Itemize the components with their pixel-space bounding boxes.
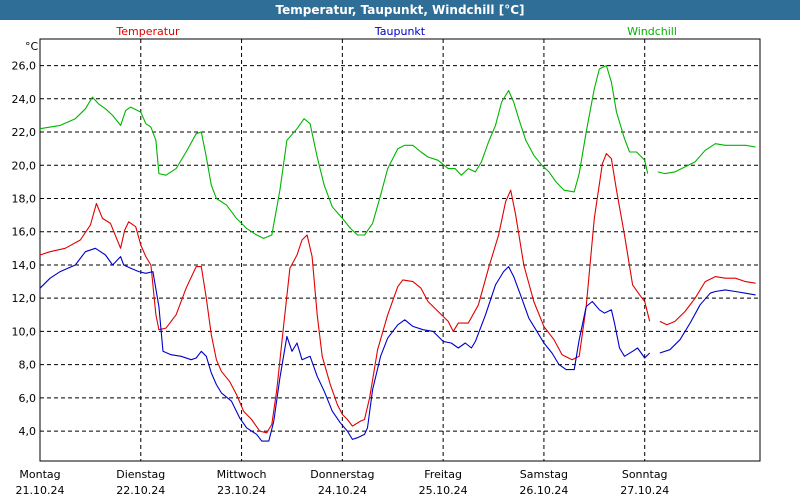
x-tick-day: Sonntag <box>622 468 668 481</box>
series-line-windchill <box>657 143 756 175</box>
series-line-temperatur <box>39 153 651 434</box>
series-line-taupunkt <box>39 247 651 442</box>
x-tick-day: Mittwoch <box>217 468 267 481</box>
y-tick-label: 6,0 <box>19 392 37 405</box>
x-tick-day: Donnerstag <box>310 468 374 481</box>
series-line-temperatur <box>659 276 756 326</box>
y-tick-label: 20,0 <box>12 159 37 172</box>
x-tick-date: 27.10.24 <box>620 484 669 497</box>
y-tick-label: 24,0 <box>12 93 37 106</box>
y-tick-label: 26,0 <box>12 60 37 73</box>
legend-taupunkt: Taupunkt <box>374 25 426 38</box>
x-tick-date: 25.10.24 <box>419 484 468 497</box>
y-tick-label: 16,0 <box>12 226 37 239</box>
axis-ticks: 4,0 6,0 8,0 10,0 12,0 14,0 16,0 18,0 20,0 22,0 24,… <box>12 60 670 497</box>
x-tick-day: Freitag <box>424 468 462 481</box>
series-line-taupunkt <box>659 289 756 354</box>
gridlines <box>40 39 760 461</box>
series-line-windchill <box>39 65 649 239</box>
x-tick-date: 23.10.24 <box>217 484 266 497</box>
x-tick-date: 24.10.24 <box>318 484 367 497</box>
y-tick-label: 12,0 <box>12 292 37 305</box>
x-tick-day: Samstag <box>520 468 568 481</box>
x-tick-day: Dienstag <box>116 468 165 481</box>
legend-windchill: Windchill <box>627 25 677 38</box>
y-tick-label: 8,0 <box>19 359 37 372</box>
chart-title: Temperatur, Taupunkt, Windchill [°C] <box>0 0 800 20</box>
x-tick-date: 21.10.24 <box>16 484 65 497</box>
y-axis-unit-label: °C <box>25 40 39 53</box>
y-tick-label: 10,0 <box>12 325 37 338</box>
x-tick-day: Montag <box>19 468 60 481</box>
x-tick-date: 22.10.24 <box>116 484 165 497</box>
y-tick-label: 22,0 <box>12 126 37 139</box>
y-tick-label: 14,0 <box>12 259 37 272</box>
legend-temperatur: Temperatur <box>115 25 180 38</box>
series-lines <box>39 65 756 442</box>
plot-frame <box>39 38 761 462</box>
chart-area: 4,0 6,0 8,0 10,0 12,0 14,0 16,0 18,0 20,0 22,0 24,… <box>12 25 761 497</box>
y-tick-label: 18,0 <box>12 192 37 205</box>
x-tick-date: 26.10.24 <box>519 484 568 497</box>
y-tick-label: 4,0 <box>19 425 37 438</box>
